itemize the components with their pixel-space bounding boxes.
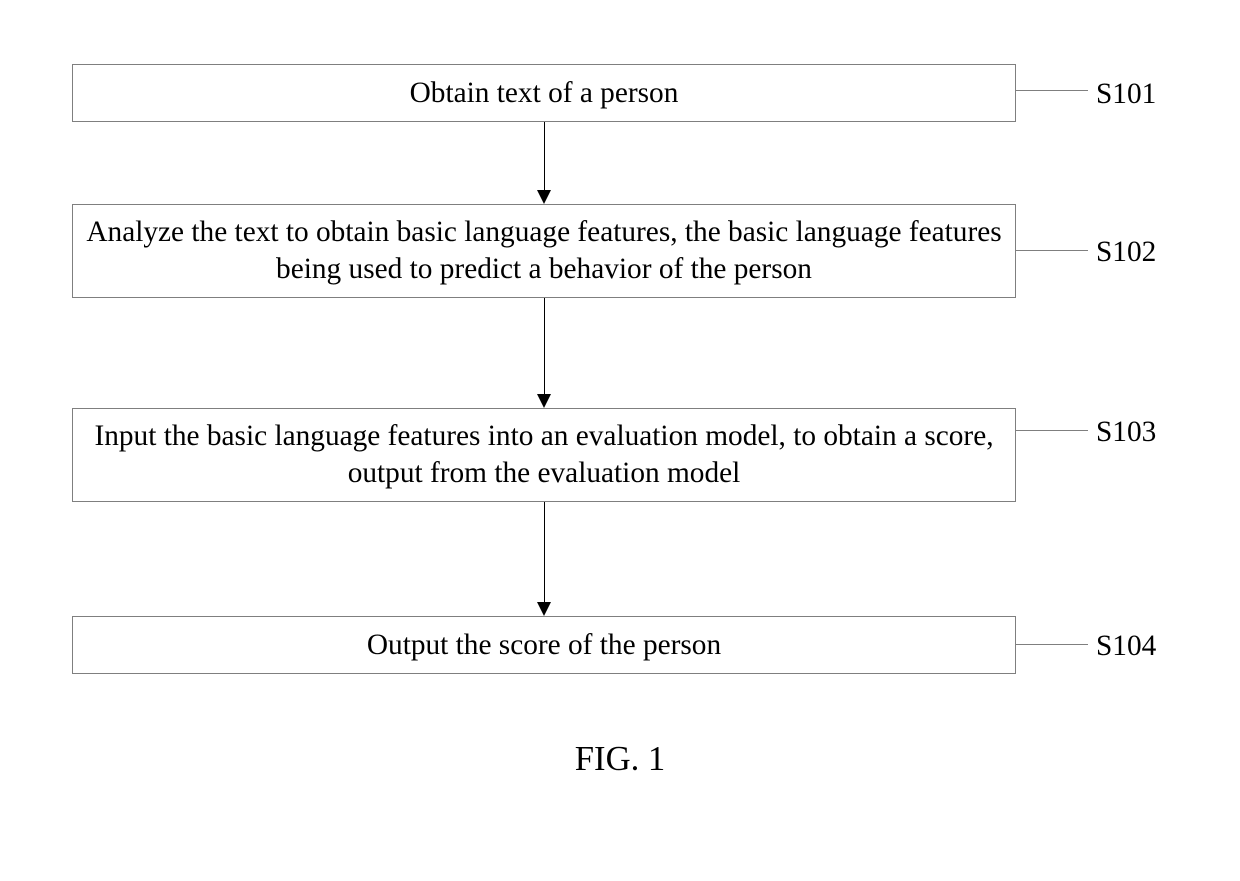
- arrow-line: [544, 122, 545, 190]
- leader-line: [1016, 644, 1088, 645]
- step-box-s101: Obtain text of a person: [72, 64, 1016, 122]
- figure-caption: FIG. 1: [575, 740, 666, 779]
- step-text: Output the score of the person: [367, 627, 721, 664]
- leader-line: [1016, 90, 1088, 91]
- step-label-s102: S102: [1096, 236, 1156, 269]
- step-box-s102: Analyze the text to obtain basic languag…: [72, 204, 1016, 298]
- step-text: Analyze the text to obtain basic languag…: [85, 214, 1003, 287]
- arrow-line: [544, 502, 545, 602]
- step-label-s101: S101: [1096, 78, 1156, 111]
- step-text: Input the basic language features into a…: [85, 418, 1003, 491]
- leader-line: [1016, 430, 1088, 431]
- arrow-head-icon: [537, 190, 551, 204]
- step-label-s103: S103: [1096, 416, 1156, 449]
- step-box-s104: Output the score of the person: [72, 616, 1016, 674]
- step-label-s104: S104: [1096, 630, 1156, 663]
- flowchart-canvas: Obtain text of a person Analyze the text…: [0, 0, 1240, 881]
- arrow-line: [544, 298, 545, 394]
- step-box-s103: Input the basic language features into a…: [72, 408, 1016, 502]
- leader-line: [1016, 250, 1088, 251]
- arrow-head-icon: [537, 602, 551, 616]
- arrow-head-icon: [537, 394, 551, 408]
- step-text: Obtain text of a person: [410, 75, 679, 112]
